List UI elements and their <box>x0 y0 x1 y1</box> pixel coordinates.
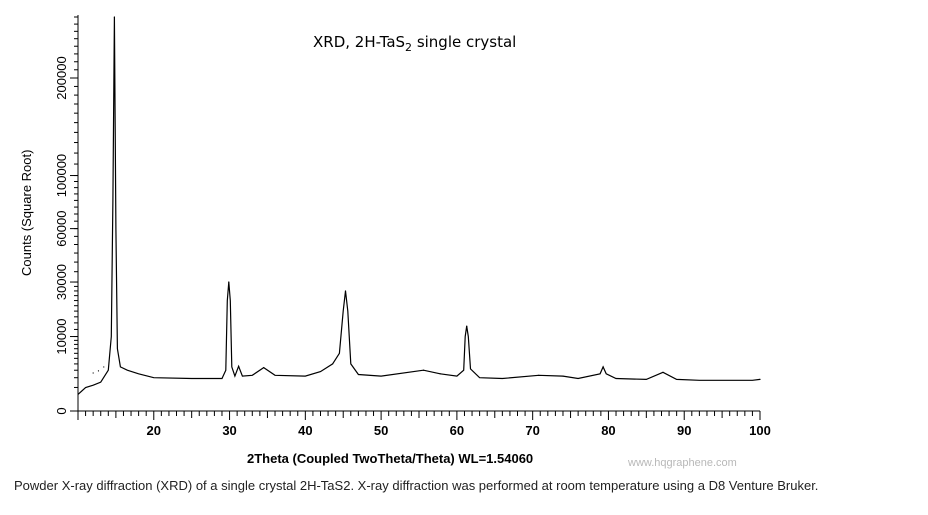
peak-point <box>228 281 230 283</box>
x-tick-label: 60 <box>450 423 464 438</box>
peak-point <box>263 366 265 369</box>
x-tick-label: 20 <box>147 423 161 438</box>
x-axis-label: 2Theta (Coupled TwoTheta/Theta) WL=1.540… <box>247 451 533 466</box>
xrd-chart: 0 10000 30000 60000 100000 200000 20 30 40 50 60 7… <box>19 15 771 469</box>
y-tick-label: 200000 <box>54 56 69 99</box>
peak-point <box>97 370 100 372</box>
x-ticks: 20 30 40 50 60 70 80 90 100 <box>77 411 771 438</box>
peak-point <box>759 378 761 381</box>
x-tick-label: 40 <box>298 423 312 438</box>
peak-point <box>466 325 468 327</box>
peak-point <box>332 363 334 365</box>
watermark: www.hqgraphene.com <box>627 457 737 469</box>
xrd-trace <box>77 16 761 395</box>
peak-point <box>344 290 347 292</box>
figure-caption: Powder X-ray diffraction (XRD) of a sing… <box>14 478 819 493</box>
peak-markers <box>92 16 761 381</box>
y-axis-label: Counts (Square Root) <box>19 150 34 276</box>
peak-point <box>538 374 540 376</box>
y-tick-label: 0 <box>54 407 69 414</box>
axes <box>77 15 760 412</box>
y-tick-label: 100000 <box>54 154 69 197</box>
peak-point <box>113 16 115 18</box>
peak-point <box>422 369 425 371</box>
peak-point <box>602 366 604 368</box>
peak-point <box>439 373 441 375</box>
y-tick-label: 10000 <box>54 318 69 354</box>
x-tick-label: 90 <box>677 423 691 438</box>
peak-point <box>562 375 564 377</box>
y-tick-label: 30000 <box>54 264 69 300</box>
x-tick-label: 70 <box>525 423 539 438</box>
y-tick-label: 60000 <box>54 211 69 247</box>
chart-title: XRD, 2H-TaS2 single crystal <box>313 33 516 54</box>
peak-point <box>92 372 94 374</box>
y-ticks: 0 10000 30000 60000 100000 200000 <box>54 16 78 415</box>
x-tick-label: 50 <box>374 423 388 438</box>
x-tick-label: 30 <box>222 423 236 438</box>
peak-point <box>662 371 664 373</box>
peak-point <box>238 365 240 367</box>
x-tick-label: 80 <box>601 423 615 438</box>
x-tick-label: 100 <box>749 423 771 438</box>
peak-point <box>103 366 105 368</box>
